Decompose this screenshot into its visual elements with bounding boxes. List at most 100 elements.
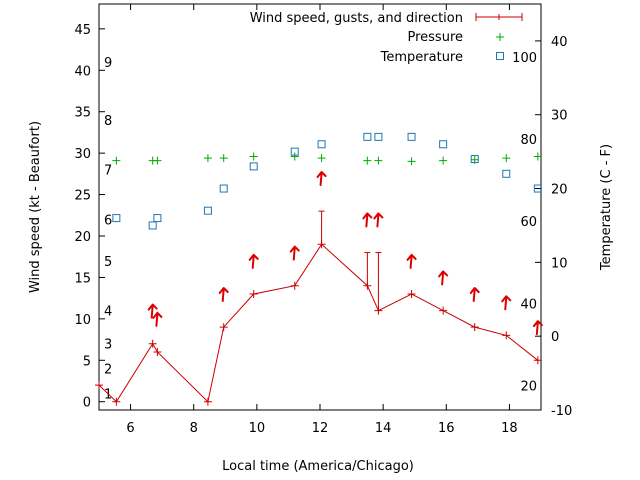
temperature-point: [470, 155, 479, 164]
y-tick-label-left: 20: [74, 230, 91, 245]
pressure-point: [374, 156, 383, 165]
beaufort-label: 2: [104, 363, 112, 378]
temperature-point: [374, 132, 383, 141]
legend: Wind speed, gusts, and direction Pressur…: [250, 11, 523, 65]
y-tick-label-left: 30: [74, 147, 91, 162]
temperature-point: [439, 140, 448, 149]
chart-marks: [95, 132, 543, 406]
y-tick-label-right: 40: [551, 35, 568, 50]
temperature-point: [407, 132, 416, 141]
x-tick-label: 14: [375, 421, 392, 436]
legend-swatch-temperature: [496, 52, 504, 60]
x-axis-label: Local time (America/Chicago): [222, 459, 414, 474]
wind-speed-point: [249, 290, 258, 298]
beaufort-label: 4: [104, 305, 112, 320]
y-tick-label-left: 15: [74, 271, 91, 286]
y-tick-label-left: 45: [74, 23, 91, 38]
x-tick-label: 18: [501, 421, 518, 436]
legend-label-pressure: Pressure: [407, 30, 463, 45]
temperature-point: [290, 147, 299, 156]
pressure-point: [290, 152, 299, 161]
wind-speed-point: [470, 323, 479, 332]
temperature-point: [502, 169, 511, 178]
axes: 6 8 10 12 14 16 18051015202530354045-100102030…: [74, 4, 572, 436]
beaufort-label: 9: [104, 56, 112, 71]
x-tick-label: 6: [126, 421, 134, 436]
pressure-point: [153, 156, 162, 165]
wind-direction-arrow: [501, 295, 512, 311]
wind-speed-point: [203, 397, 212, 406]
wind-direction-arrow: [248, 253, 259, 269]
pressure-point: [502, 154, 511, 163]
wind-direction-arrow: [218, 287, 229, 302]
y-tick-label-right: 30: [551, 109, 568, 124]
wind-speed-point: [112, 397, 121, 406]
legend-label-wind: Wind speed, gusts, and direction: [250, 11, 463, 26]
y-tick-label-right: 10: [551, 256, 568, 271]
wind-speed-point: [219, 323, 228, 332]
wind-direction-arrow: [406, 253, 417, 269]
wind-speed-point: [290, 281, 299, 290]
temperature-point: [153, 214, 162, 223]
wind-direction-arrow: [373, 212, 384, 228]
beaufort-label: 6: [104, 213, 112, 228]
pressure-point: [203, 154, 212, 163]
beaufort-label: 7: [104, 164, 112, 179]
y-axis-label-left: Wind speed (kt - Beaufort): [28, 121, 43, 293]
wind-direction-arrow: [152, 311, 163, 327]
wind-speed-line: [98, 243, 539, 403]
pressure-point: [112, 156, 121, 165]
wind-direction-arrow: [532, 320, 543, 336]
temperature-point: [112, 214, 121, 223]
beaufort-label: 5: [104, 255, 112, 270]
wind-speed-point: [407, 290, 416, 298]
y-tick-label-right: 0: [551, 330, 559, 345]
fahrenheit-label: 80: [520, 133, 537, 148]
pressure-point: [407, 157, 416, 166]
pressure-point: [219, 154, 228, 163]
y-tick-label-left: 10: [74, 313, 91, 328]
temperature-point: [363, 132, 372, 141]
temperature-point: [533, 184, 542, 193]
wind-speed-point: [439, 306, 448, 315]
plot-frame: [98, 3, 542, 411]
pressure-point: [363, 156, 372, 165]
y-tick-label-left: 5: [83, 354, 91, 369]
pressure-point: [533, 152, 542, 161]
x-tick-label: 16: [438, 421, 455, 436]
fahrenheit-label: 20: [520, 380, 537, 395]
wind-direction-arrow: [289, 245, 300, 261]
y-tick-label-left: 40: [74, 64, 91, 79]
wind-direction-arrow: [147, 303, 158, 319]
legend-label-temperature: Temperature: [380, 50, 463, 65]
x-tick-label: 12: [312, 421, 329, 436]
temperature-point: [219, 184, 228, 193]
temperature-point: [249, 162, 258, 171]
fahrenheit-label: 60: [520, 215, 537, 230]
wind-speed-point: [153, 348, 162, 356]
x-tick-label: 10: [249, 421, 266, 436]
temperature-point: [148, 221, 157, 230]
y-tick-label-left: 0: [83, 396, 91, 411]
y-tick-label-left: 25: [74, 189, 91, 204]
wind-direction-arrow: [362, 212, 373, 228]
wind-speed-point: [95, 381, 103, 390]
pressure-point: [249, 152, 258, 161]
beaufort-label: 8: [104, 114, 112, 129]
y-tick-label-right: 20: [551, 183, 568, 198]
x-tick-label: 8: [190, 421, 198, 436]
pressure-point: [439, 156, 448, 165]
pressure-point: [317, 154, 326, 163]
legend-swatch-pressure: [496, 33, 504, 41]
wind-direction-arrow: [469, 287, 480, 302]
beaufort-label: 1: [104, 387, 112, 402]
y-axis-label-right: Temperature (C - F): [599, 144, 614, 271]
wind-speed-point: [148, 339, 157, 348]
fahrenheit-label: 40: [520, 298, 537, 313]
wind-direction-arrow: [438, 270, 449, 286]
temperature-point: [317, 140, 326, 149]
y-tick-label-left: 35: [74, 106, 91, 121]
fahrenheit-label: 100: [512, 51, 537, 66]
wind-speed-point: [533, 356, 542, 365]
